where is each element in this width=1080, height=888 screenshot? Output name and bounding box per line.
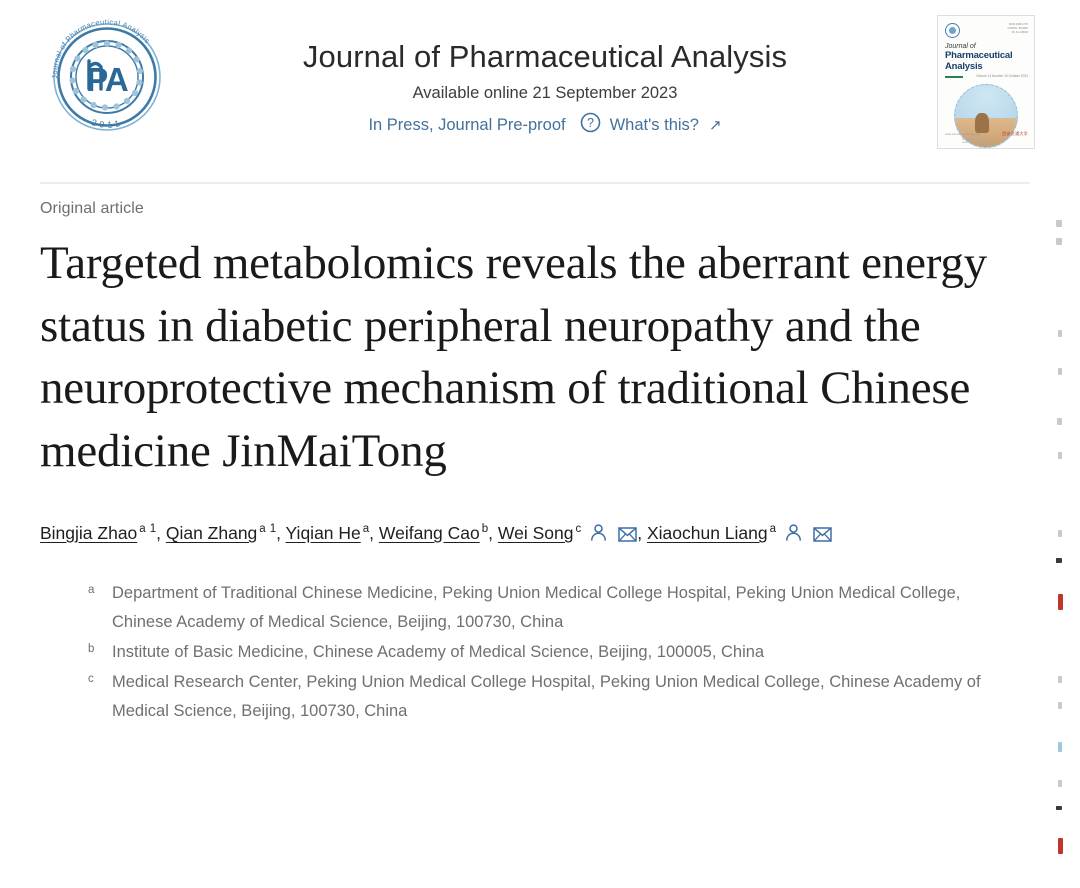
- author-affiliation-marker[interactable]: a: [139, 523, 146, 536]
- author-entry: Weifang Cao b,: [379, 523, 498, 543]
- author-entry: Wei Song c,: [498, 523, 647, 543]
- affiliation-text: Department of Traditional Chinese Medici…: [112, 584, 961, 631]
- author-entry: Xiaochun Liang a: [647, 523, 832, 543]
- cover-publisher-url: www.elsevier.com/locate/jpa: [945, 132, 980, 136]
- affiliation-text: Medical Research Center, Peking Union Me…: [112, 673, 981, 720]
- affiliation-text: Institute of Basic Medicine, Chinese Aca…: [112, 642, 765, 661]
- author-separator: ,: [369, 523, 379, 543]
- svg-text:?: ?: [587, 116, 594, 130]
- cover-title-line1: Pharmaceutical: [945, 50, 1013, 61]
- author-entry: Yiqian He a,: [286, 523, 379, 543]
- page-title: Targeted metabolomics reveals the aberra…: [40, 237, 987, 477]
- affiliation-row: a Department of Traditional Chinese Medic…: [88, 579, 1000, 636]
- cover-issn-block: ISSN 2095-1779 CODEN: JPAABP CN 61-1484/…: [1007, 23, 1028, 35]
- affiliation-row: c Medical Research Center, Peking Union M…: [88, 668, 1000, 725]
- cover-illustration: [954, 84, 1018, 148]
- journal-cover-thumbnail[interactable]: ISSN 2095-1779 CODEN: JPAABP CN 61-1484/…: [937, 15, 1035, 149]
- author-name-link[interactable]: Bingjia Zhao: [40, 523, 138, 543]
- right-sidebar-cutoff: [1056, 190, 1080, 888]
- cover-rule-divider: [945, 76, 963, 78]
- header-divider: [40, 182, 1030, 184]
- external-link-icon: ↗: [708, 117, 722, 135]
- author-affiliation-marker[interactable]: a: [259, 523, 266, 536]
- journal-cover-artwork: ISSN 2095-1779 CODEN: JPAABP CN 61-1484/…: [938, 16, 1034, 148]
- author-name-link[interactable]: Qian Zhang: [165, 523, 258, 543]
- cover-seal-icon: [945, 23, 960, 38]
- cover-cn: CN 61-1484/R: [1011, 30, 1028, 34]
- article-header: Original article Targeted metabolomics r…: [0, 200, 1040, 727]
- cover-publisher-cn: 西安交通大学: [1002, 131, 1028, 136]
- affiliation-list: a Department of Traditional Chinese Medic…: [40, 579, 1000, 725]
- article-type-label: Original article: [40, 200, 144, 217]
- journal-logo-icon[interactable]: Journal of Pharmaceutical Analysis PA 20…: [45, 15, 169, 139]
- person-icon[interactable]: [589, 519, 608, 553]
- cover-coden: CODEN: JPAABP: [1007, 26, 1028, 30]
- author-affiliation-marker[interactable]: a: [769, 523, 777, 536]
- author-separator: ,: [637, 523, 647, 543]
- svg-text:PA: PA: [86, 61, 128, 98]
- affiliation-letter: c: [88, 673, 94, 686]
- affiliation-row: b Institute of Basic Medicine, Chinese Ac…: [88, 638, 1000, 666]
- cover-volume-line: Volume 13 Number 10 October 2023: [976, 74, 1028, 78]
- in-press-link[interactable]: In Press, Journal Pre-proof: [368, 115, 566, 134]
- envelope-icon[interactable]: [618, 519, 637, 553]
- author-list: Bingjia Zhao a 1, Qian Zhang a 1, Yiqian He a…: [40, 516, 970, 553]
- author-affiliation-marker[interactable]: 1: [149, 523, 157, 536]
- author-affiliation-marker[interactable]: a: [362, 523, 370, 536]
- svg-text:2011: 2011: [90, 117, 124, 130]
- question-circle-icon: ?: [580, 112, 601, 138]
- author-affiliation-marker[interactable]: b: [481, 523, 489, 536]
- journal-title-block: Journal of Pharmaceutical Analysis Avail…: [200, 38, 890, 138]
- whats-this-label: What's this?: [609, 115, 699, 134]
- cover-issn: ISSN 2095-1779: [1008, 23, 1028, 26]
- author-separator: ,: [156, 523, 166, 543]
- cover-title-line2: Analysis: [945, 60, 983, 72]
- envelope-icon[interactable]: [813, 519, 832, 553]
- cover-footer-note: Available online at www.sciencedirect.co…: [962, 138, 989, 144]
- author-affiliation-marker[interactable]: c: [575, 523, 582, 536]
- cover-journal-title: Pharmaceutical Analysis: [945, 50, 1013, 73]
- author-separator: ,: [276, 523, 286, 543]
- author-name-link[interactable]: Weifang Cao: [378, 523, 480, 543]
- cover-journal-of: Journal of: [945, 43, 976, 50]
- author-name-link[interactable]: Xiaochun Liang: [646, 523, 768, 543]
- whats-this-button[interactable]: ? What's this? ↗: [580, 112, 722, 138]
- journal-name: Journal of Pharmaceutical Analysis: [302, 39, 788, 74]
- author-separator: ,: [488, 523, 498, 543]
- available-online-date: Available online 21 September 2023: [412, 84, 678, 103]
- author-entry: Qian Zhang a 1,: [166, 523, 286, 543]
- author-name-link[interactable]: Wei Song: [497, 523, 574, 543]
- person-icon[interactable]: [784, 519, 803, 553]
- journal-masthead: Journal of Pharmaceutical Analysis PA 20…: [0, 0, 1080, 172]
- author-name-link[interactable]: Yiqian He: [285, 523, 361, 543]
- publication-status-row: In Press, Journal Pre-proof ? What's thi…: [200, 112, 890, 138]
- affiliation-letter: a: [88, 584, 95, 597]
- affiliation-letter: b: [88, 642, 95, 655]
- author-entry: Bingjia Zhao a 1,: [40, 523, 166, 543]
- author-affiliation-marker[interactable]: 1: [269, 523, 277, 536]
